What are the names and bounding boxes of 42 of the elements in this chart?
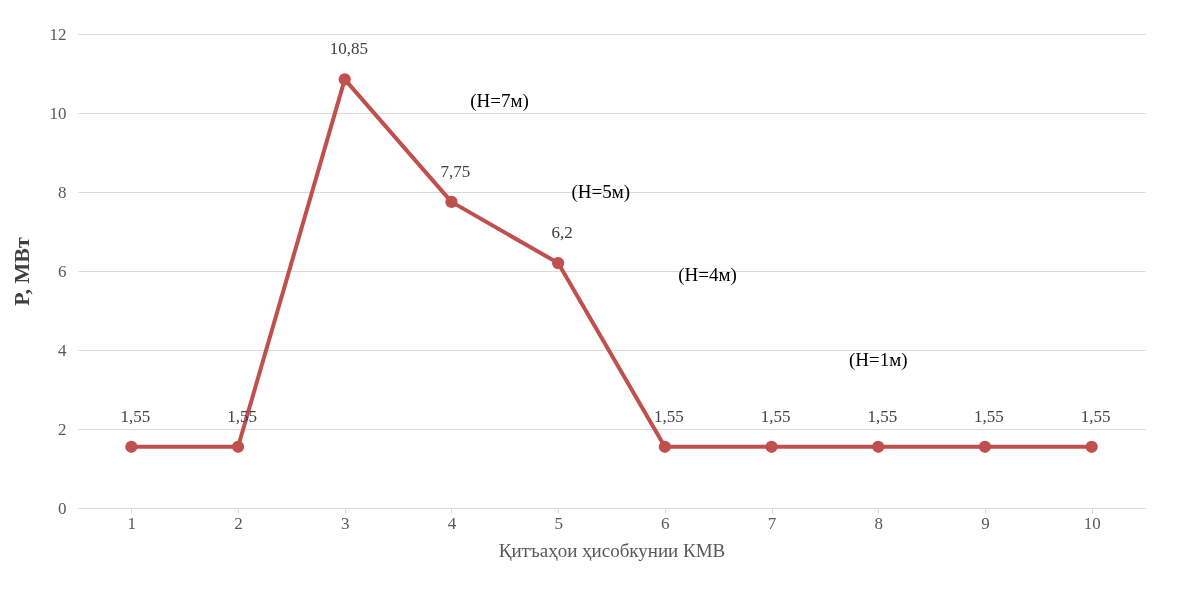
x-tick-label: 6 [661,513,670,533]
y-tick-label: 10 [49,103,67,123]
y-tick-label: 6 [58,261,67,281]
x-tick-label: 3 [341,513,350,533]
x-tick-label: 9 [981,513,990,533]
x-tick-label: 7 [767,513,777,533]
point [978,440,992,453]
x-tick-label: 5 [554,513,563,533]
data-label: 7,75 [440,161,471,181]
x-tick-label: 2 [234,513,243,533]
x-tick-label: 8 [874,513,883,533]
point [552,256,565,270]
y-tick-label: 0 [58,498,67,518]
data-label: 1,55 [974,406,1004,426]
data-label: 1,55 [867,406,898,426]
annotation: (H=5м) [571,181,631,203]
y-tick-label: 4 [58,340,67,360]
data-label: 1,55 [760,406,791,426]
point [1085,440,1098,453]
point [445,195,458,208]
point [231,440,245,453]
x-tick-label: 1 [127,513,137,533]
y-tick-label: 8 [58,182,67,202]
x-tick-label: 10 [1083,513,1101,533]
point [765,440,778,453]
data-label: 1,55 [653,406,684,426]
data-label: 1,55 [1080,406,1111,426]
annotation: (H=7м) [470,90,529,113]
y-tick-label: 12 [49,24,67,44]
y-axis-title: P, МВт [8,236,34,306]
point [338,73,351,86]
annotation: (H=1м) [848,348,908,371]
y-tick-label: 2 [58,419,67,439]
annotation: (H=4м) [678,263,737,286]
data-label: 1,55 [120,406,151,426]
point [658,440,671,453]
x-axis-title: Қитъаҳои ҳисобкунии КМВ [498,539,726,561]
x-tick-label: 4 [447,513,457,533]
point [125,440,138,453]
data-label: 10,85 [329,39,368,59]
point [872,440,885,453]
data-label: 6,2 [551,223,573,243]
